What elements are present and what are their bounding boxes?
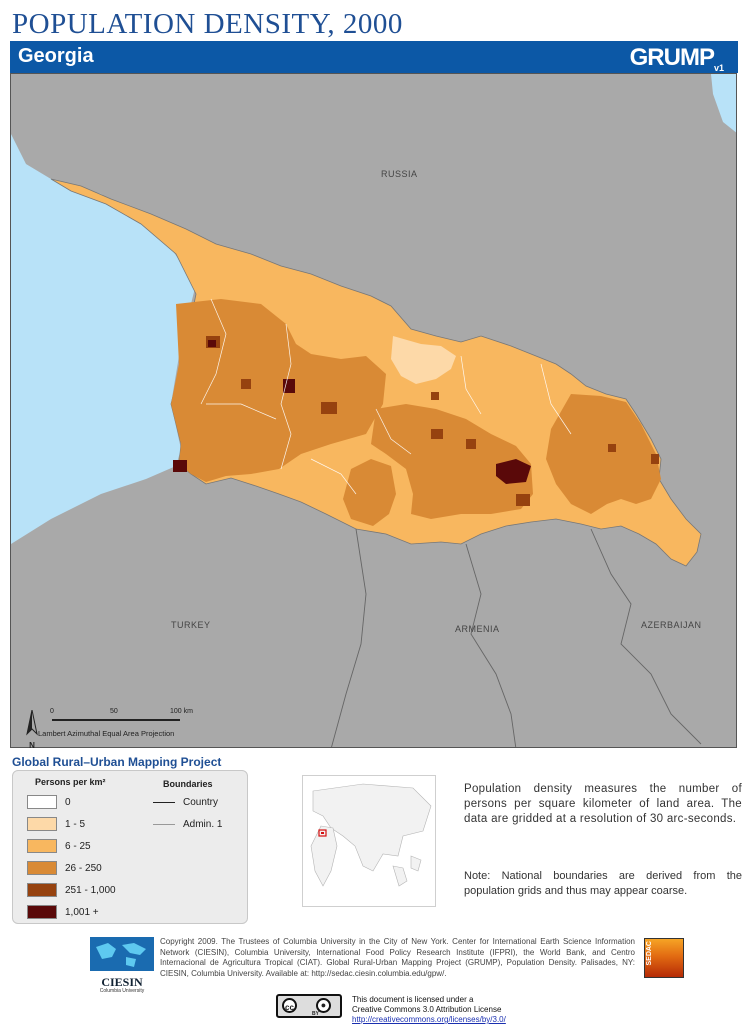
neighbor-boundaries bbox=[331, 528, 702, 747]
attribution-icon: ● bbox=[316, 998, 331, 1013]
locator-map bbox=[302, 775, 436, 907]
sedac-logo: SEDAC bbox=[644, 938, 684, 978]
north-label: N bbox=[29, 741, 35, 750]
label-russia: RUSSIA bbox=[381, 169, 418, 179]
legend-label: 26 - 250 bbox=[65, 863, 102, 874]
country-line-icon bbox=[153, 802, 175, 803]
legend-swatch bbox=[27, 905, 57, 919]
boundary-admin-label: Admin. 1 bbox=[183, 819, 223, 830]
map-canvas bbox=[11, 74, 736, 747]
admin-line-icon bbox=[153, 824, 175, 825]
legend-label: 1 - 5 bbox=[65, 819, 86, 830]
label-turkey: TURKEY bbox=[171, 620, 211, 630]
legend-swatch bbox=[27, 839, 57, 853]
projection-label: Lambert Azimuthal Equal Area Projection bbox=[38, 729, 175, 738]
legend-label: 0 bbox=[65, 797, 71, 808]
cc-icon: cc bbox=[282, 998, 297, 1013]
license-line1: This document is licensed under a bbox=[352, 995, 474, 1004]
scale-tick-100: 100 km bbox=[170, 708, 193, 715]
caspian-sea bbox=[711, 74, 736, 133]
scale-line bbox=[52, 719, 180, 721]
description-text: Population density measures the number o… bbox=[464, 783, 742, 825]
legend-swatch bbox=[27, 883, 57, 897]
legend-label: 6 - 25 bbox=[65, 841, 91, 852]
legend-title: Persons per km² bbox=[35, 777, 106, 787]
scale-tick-0: 0 bbox=[50, 708, 54, 715]
header-bar: Georgia GRUMPv1 bbox=[10, 41, 738, 73]
scale-bar: 0 50 100 km Lambert Azimuthal Equal Area… bbox=[36, 708, 206, 744]
legend-label: 1,001 + bbox=[65, 907, 99, 918]
grump-logo: GRUMPv1 bbox=[629, 44, 724, 73]
ciesin-sub: Columbia University bbox=[99, 988, 145, 994]
license-line2: Creative Commons 3.0 Attribution License bbox=[352, 1005, 502, 1014]
label-armenia: ARMENIA bbox=[455, 624, 500, 634]
cc-by-label: BY bbox=[312, 1011, 319, 1017]
north-arrow: N bbox=[26, 709, 38, 750]
project-name: Global Rural–Urban Mapping Project bbox=[12, 755, 222, 769]
label-azerbaijan: AZERBAIJAN bbox=[641, 620, 702, 630]
black-sea bbox=[11, 74, 196, 544]
boundary-country-label: Country bbox=[183, 797, 219, 808]
country-name: Georgia bbox=[18, 45, 94, 67]
cc-badge[interactable]: cc ● BY bbox=[276, 994, 342, 1018]
copyright-text: Copyright 2009. The Trustees of Columbia… bbox=[160, 937, 635, 978]
legend-swatch bbox=[27, 795, 57, 809]
ciesin-name: CIESIN bbox=[101, 975, 143, 989]
license-text: This document is licensed under a Creati… bbox=[352, 995, 506, 1025]
density-1-5 bbox=[391, 336, 456, 384]
page-title: POPULATION DENSITY, 2000 bbox=[12, 8, 403, 40]
ciesin-logo: CIESIN Columbia University bbox=[90, 937, 154, 994]
legend-box: Persons per km² Boundaries 0 1 - 5 6 - 2… bbox=[12, 770, 248, 924]
scale-tick-50: 50 bbox=[110, 708, 118, 715]
density-26-250-east bbox=[546, 394, 661, 514]
density-26-250-west bbox=[171, 299, 386, 482]
density-26-250-south bbox=[343, 459, 396, 526]
note-text: Note: National boundaries are derived fr… bbox=[464, 870, 742, 897]
map-frame[interactable]: RUSSIA TURKEY ARMENIA AZERBAIJAN bbox=[10, 73, 737, 748]
legend-label: 251 - 1,000 bbox=[65, 885, 116, 896]
sedac-label: SEDAC bbox=[646, 941, 653, 966]
license-link[interactable]: http://creativecommons.org/licenses/by/3… bbox=[352, 1015, 506, 1024]
admin-boundaries bbox=[200, 298, 572, 495]
boundaries-title: Boundaries bbox=[163, 779, 213, 789]
legend-swatch bbox=[27, 861, 57, 875]
density-26-250-central bbox=[371, 404, 533, 519]
density-1001-plus bbox=[173, 340, 531, 484]
legend-swatch bbox=[27, 817, 57, 831]
